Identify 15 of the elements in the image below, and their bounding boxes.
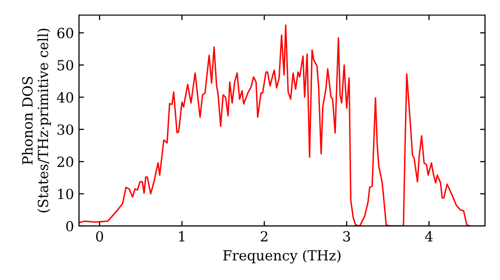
- y-tick-label: 0: [66, 220, 74, 232]
- y-tick-label: 30: [58, 124, 74, 135]
- y-tick-label: 40: [56, 92, 74, 103]
- x-tick-label: 4: [425, 231, 433, 242]
- y-tick-label: 60: [57, 28, 74, 38]
- x-tick-label: 0: [96, 231, 104, 242]
- line-series: [79, 24, 471, 226]
- x-axis-title: Frequency (THz): [223, 250, 340, 264]
- y-tick-label: 50: [58, 60, 74, 70]
- x-tick-label: 2: [260, 231, 268, 242]
- y-tick-label: 10: [58, 188, 74, 200]
- x-tick-label: 3: [343, 231, 350, 242]
- y-axis-title: Phonon DOS (States/THz·primitive cell): [22, 28, 51, 212]
- x-tick-label: 1: [179, 231, 184, 242]
- y-tick-label: 20: [57, 156, 74, 168]
